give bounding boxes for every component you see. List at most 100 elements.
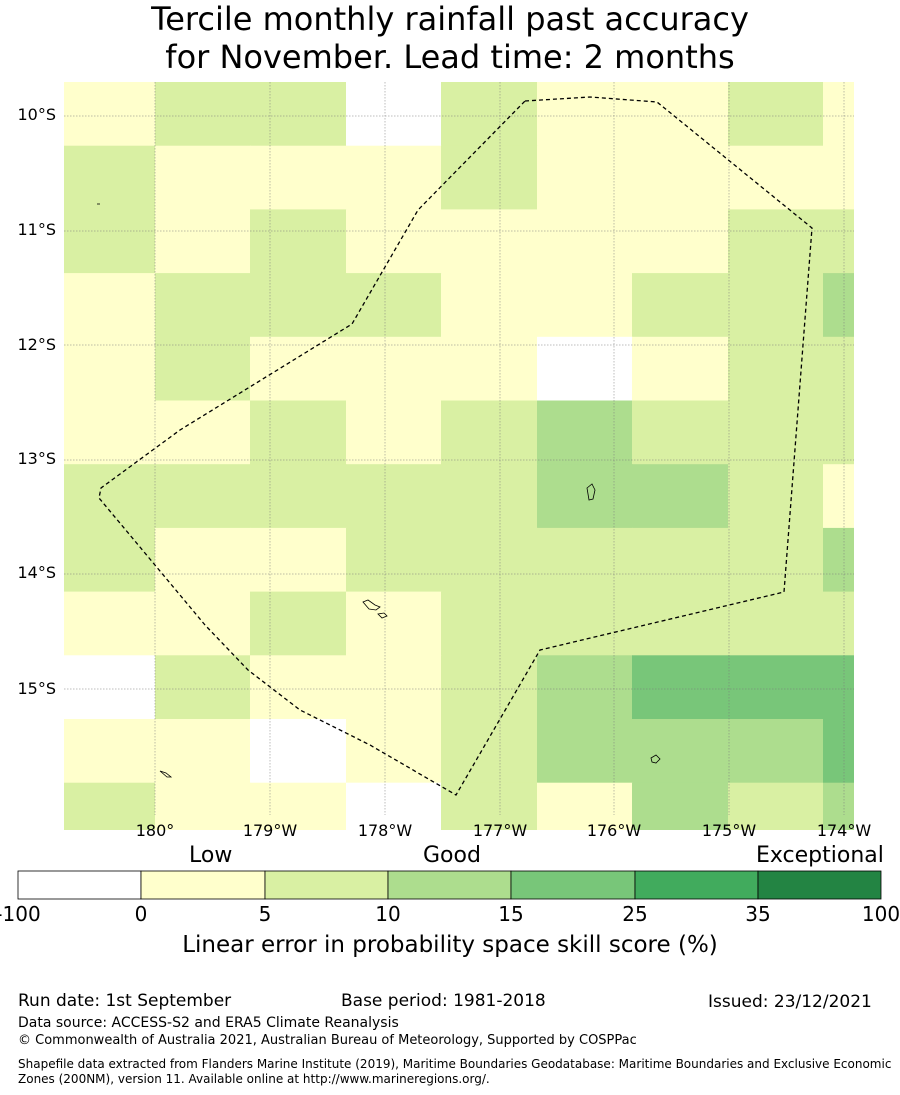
copyright: © Commonwealth of Australia 2021, Austra… (18, 1033, 637, 1048)
grid-cell (537, 464, 633, 529)
lat-label-12s: 12°S (17, 335, 56, 354)
lat-label-15s: 15°S (17, 679, 56, 698)
grid-cell (632, 273, 729, 338)
grid-cell (250, 527, 347, 593)
grid-cell (346, 209, 442, 274)
grid-cell (64, 655, 156, 720)
grid-cell (155, 464, 251, 529)
grid-cell (632, 209, 729, 274)
grid-cell (728, 82, 824, 147)
colorbar-segment (264, 870, 389, 900)
grid-cell (728, 655, 824, 720)
grid-cell (64, 209, 156, 274)
legend-tick: 15 (498, 902, 524, 926)
grid-cell (155, 273, 251, 338)
grid-cell (64, 591, 156, 656)
grid-cell (250, 782, 347, 830)
grid-cell (250, 655, 347, 720)
map-title: Tercile monthly rainfall past accuracy f… (0, 0, 900, 76)
grid-cell (346, 400, 442, 465)
lon-label-174w: 174°W (816, 821, 872, 840)
legend-word-low: Low (189, 843, 233, 868)
grid-cell (155, 591, 251, 656)
shapefile-credit: Shapefile data extracted from Flanders M… (18, 1057, 892, 1086)
grid-cell (632, 655, 729, 720)
grid-cell (537, 655, 633, 720)
grid-cell (728, 464, 824, 529)
colorbar-segment (140, 870, 266, 900)
grid-cell (728, 591, 824, 656)
grid-cell (537, 719, 633, 784)
grid-cell (823, 400, 854, 465)
grid-cell (64, 273, 156, 338)
grid-cell (441, 82, 538, 147)
legend-tick: 10 (375, 902, 401, 926)
colorbar-segment (387, 870, 512, 900)
grid-cell (823, 209, 854, 274)
grid-cell (64, 782, 156, 830)
legend-word-good: Good (423, 843, 481, 868)
grid-cell (441, 719, 538, 784)
colorbar-segment (17, 870, 142, 900)
title-line-2: for November. Lead time: 2 months (165, 38, 735, 76)
colorbar-segment (757, 870, 882, 900)
colorbar-segment (634, 870, 759, 900)
grid-cell (155, 145, 251, 210)
grid-cell (823, 273, 854, 338)
grid-cell (441, 273, 538, 338)
grid-cell (823, 82, 854, 147)
lat-label-10s: 10°S (17, 105, 56, 124)
grid-cell (155, 400, 251, 465)
legend-word-exceptional: Exceptional (756, 843, 884, 868)
island-outline (377, 612, 388, 619)
grid-cell (823, 655, 854, 720)
grid-cell (441, 336, 538, 402)
grid-cell (250, 209, 347, 274)
legend-tick: 5 (258, 902, 272, 926)
grid-cell (537, 82, 633, 147)
grid-cell (537, 209, 633, 274)
skill-map (64, 82, 854, 830)
grid-cell (537, 782, 633, 830)
legend-title: Linear error in probability space skill … (182, 932, 718, 958)
grid-cell (632, 145, 729, 210)
legend-tick: 0 (134, 902, 148, 926)
grid-cell (250, 336, 347, 402)
islands (97, 203, 661, 778)
legend-tick: 35 (745, 902, 771, 926)
lat-label-13s: 13°S (17, 449, 56, 468)
grid-cell (441, 591, 538, 656)
grid-cell (728, 145, 824, 210)
grid-cell (728, 527, 824, 593)
grid-cell (728, 782, 824, 830)
grid-cell (441, 464, 538, 529)
grid-cell (155, 782, 251, 830)
grid-cell (728, 719, 824, 784)
grid-cell (250, 400, 347, 465)
lon-label-176w: 176°W (586, 821, 642, 840)
grid-cell (441, 400, 538, 465)
grid-cell (155, 719, 251, 784)
grid-cell (64, 145, 156, 210)
base-period: Base period: 1981-2018 (341, 991, 546, 1011)
grid-cell (537, 400, 633, 465)
grid-cell (823, 527, 854, 593)
lon-label-178w: 178°W (357, 821, 413, 840)
island-outline (650, 754, 661, 764)
grid-cell (64, 82, 156, 147)
legend-tick: -100 (0, 902, 41, 926)
grid-cell (823, 145, 854, 210)
grid-cell (823, 336, 854, 402)
grid-cell (346, 464, 442, 529)
grid-cell (250, 591, 347, 656)
lat-label-14s: 14°S (17, 563, 56, 582)
grid-cell (537, 273, 633, 338)
grid-cell (64, 336, 156, 402)
grid-cell (632, 591, 729, 656)
grid-cell (346, 719, 442, 784)
grid-cell (346, 527, 442, 593)
grid-cell (155, 209, 251, 274)
grid-cell (537, 591, 633, 656)
lon-label-175w: 175°W (701, 821, 757, 840)
lon-label-180: 180° (135, 821, 175, 840)
